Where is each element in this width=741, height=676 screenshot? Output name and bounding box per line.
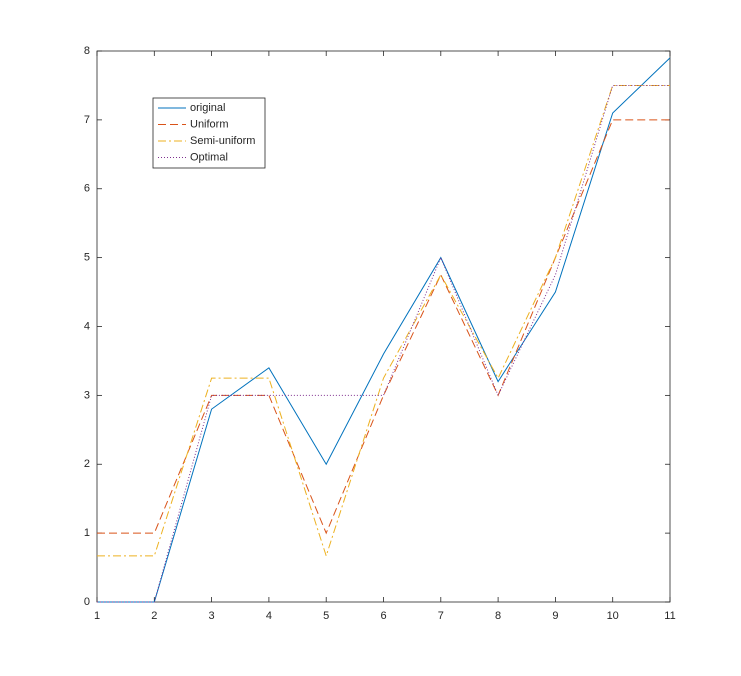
series-line bbox=[97, 57, 671, 603]
x-tick-label: 1 bbox=[94, 610, 100, 622]
series-line bbox=[97, 84, 670, 558]
y-tick-label: 0 bbox=[84, 596, 90, 608]
y-tick-label: 8 bbox=[84, 45, 90, 57]
series-line bbox=[97, 119, 670, 535]
x-tick-label: 4 bbox=[266, 610, 272, 622]
legend-label: Uniform bbox=[190, 118, 229, 130]
legend-label: Optimal bbox=[190, 151, 228, 163]
x-tick-label: 3 bbox=[209, 610, 215, 622]
legend-label: original bbox=[190, 102, 225, 114]
x-tick-label: 6 bbox=[380, 610, 386, 622]
x-tick-label: 5 bbox=[323, 610, 329, 622]
x-tick-label: 11 bbox=[664, 610, 675, 622]
y-tick-label: 3 bbox=[84, 389, 90, 401]
x-tick-label: 7 bbox=[438, 610, 444, 622]
x-tick-label: 2 bbox=[151, 610, 157, 622]
legend-box bbox=[152, 97, 266, 169]
y-tick-label: 2 bbox=[84, 458, 90, 470]
y-tick-label: 4 bbox=[84, 320, 90, 332]
x-tick-label: 10 bbox=[607, 610, 619, 622]
y-tick-label: 7 bbox=[84, 114, 90, 126]
y-tick-label: 5 bbox=[84, 252, 90, 264]
y-tick-label: 1 bbox=[84, 527, 90, 539]
x-tick-label: 8 bbox=[495, 610, 501, 622]
legend-label: Semi-uniform bbox=[190, 135, 255, 147]
x-tick-label: 9 bbox=[552, 610, 558, 622]
y-tick-label: 6 bbox=[84, 183, 90, 195]
